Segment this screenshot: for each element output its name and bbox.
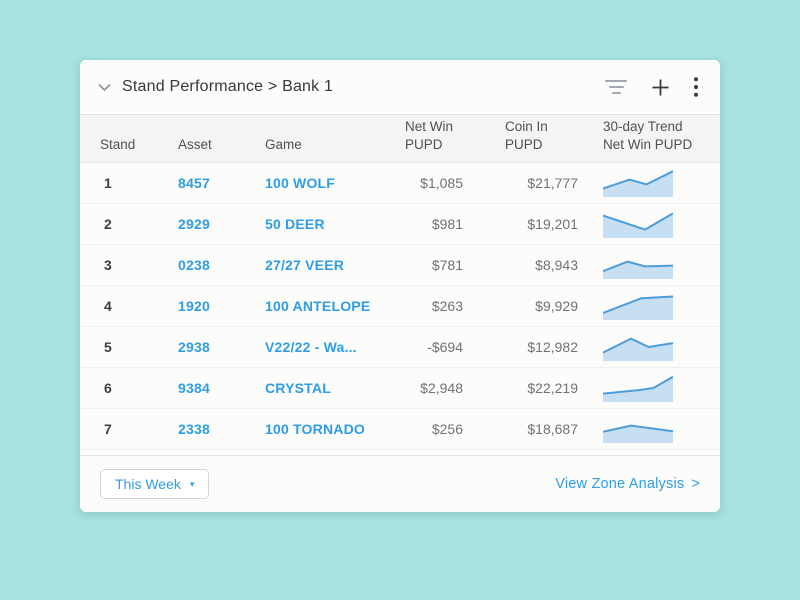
stand-cell: 5	[104, 339, 112, 355]
net-win-cell: -$694	[427, 339, 463, 355]
column-header-game: Game	[265, 137, 302, 152]
column-header-trend: 30-day Trend Net Win PUPD	[603, 119, 693, 152]
add-icon[interactable]	[651, 78, 670, 97]
trend-sparkline	[603, 260, 673, 279]
net-win-cell: $981	[431, 216, 463, 232]
table-row: 2 2929 50 DEER $981 $19,201	[80, 204, 720, 245]
column-header-stand: Stand	[100, 137, 136, 152]
asset-link[interactable]: 8457	[178, 175, 210, 191]
game-link[interactable]: V22/22 - Wa...	[265, 339, 357, 355]
net-win-cell: $263	[431, 298, 463, 314]
column-header-coin-in-pupd: Coin In PUPD	[505, 119, 548, 152]
table-header-row: Stand Asset Game Net Win PUPD Coin In PU…	[80, 115, 720, 163]
game-link[interactable]: 27/27 VEER	[265, 257, 345, 273]
net-win-cell: $256	[431, 421, 463, 437]
column-header-asset: Asset	[178, 137, 212, 152]
net-win-cell: $781	[431, 257, 463, 273]
stand-cell: 2	[104, 216, 112, 232]
caret-down-icon: ▾	[189, 478, 195, 489]
period-label: This Week	[115, 476, 181, 492]
kebab-menu-icon[interactable]	[694, 77, 698, 97]
coin-in-cell: $8,943	[535, 257, 578, 273]
stand-cell: 1	[104, 175, 112, 191]
asset-link[interactable]: 9384	[178, 380, 210, 396]
header-actions	[605, 77, 698, 97]
game-link[interactable]: 100 ANTELOPE	[265, 298, 371, 314]
table-row: 6 9384 CRYSTAL $2,948 $22,219	[80, 368, 720, 409]
stand-cell: 6	[104, 380, 112, 396]
view-zone-analysis-link[interactable]: View Zone Analysis >	[555, 476, 700, 492]
net-win-cell: $2,948	[420, 380, 463, 396]
table-row: 5 2938 V22/22 - Wa... -$694 $12,982	[80, 327, 720, 368]
trend-sparkline	[603, 170, 673, 197]
asset-link[interactable]: 2338	[178, 421, 210, 437]
stand-cell: 3	[104, 257, 112, 273]
filter-icon[interactable]	[605, 80, 627, 94]
table-row: 7 2338 100 TORNADO $256 $18,687	[80, 409, 720, 450]
page-title: Stand Performance > Bank 1	[122, 78, 334, 95]
coin-in-cell: $18,687	[527, 421, 578, 437]
stand-performance-card: Stand Performance > Bank 1 Stand Asset G…	[80, 60, 720, 512]
trend-sparkline	[603, 424, 673, 443]
trend-sparkline	[603, 375, 673, 402]
coin-in-cell: $9,929	[535, 298, 578, 314]
trend-sparkline	[603, 212, 673, 238]
column-header-net-win-pupd: Net Win PUPD	[405, 119, 454, 152]
trend-sparkline	[603, 337, 673, 361]
arrow-right-icon: >	[691, 476, 700, 492]
game-link[interactable]: 100 TORNADO	[265, 421, 365, 437]
coin-in-cell: $19,201	[527, 216, 578, 232]
coin-in-cell: $22,219	[527, 380, 578, 396]
game-link[interactable]: 50 DEER	[265, 216, 325, 232]
table-row: 4 1920 100 ANTELOPE $263 $9,929	[80, 286, 720, 327]
chevron-down-icon[interactable]	[98, 83, 111, 92]
game-link[interactable]: CRYSTAL	[265, 380, 331, 396]
asset-link[interactable]: 2929	[178, 216, 210, 232]
stand-cell: 7	[104, 421, 112, 437]
stand-cell: 4	[104, 298, 112, 314]
asset-link[interactable]: 1920	[178, 298, 210, 314]
period-selector-button[interactable]: This Week ▾	[100, 469, 210, 499]
coin-in-cell: $12,982	[527, 339, 578, 355]
table-body: 1 8457 100 WOLF $1,085 $21,777 2 2929 50…	[80, 163, 720, 450]
coin-in-cell: $21,777	[527, 175, 578, 191]
table-row: 1 8457 100 WOLF $1,085 $21,777	[80, 163, 720, 204]
asset-link[interactable]: 0238	[178, 257, 210, 273]
card-header: Stand Performance > Bank 1	[80, 60, 720, 115]
game-link[interactable]: 100 WOLF	[265, 175, 336, 191]
card-footer: This Week ▾ View Zone Analysis >	[80, 455, 720, 512]
trend-sparkline	[603, 295, 673, 320]
net-win-cell: $1,085	[420, 175, 463, 191]
table-row: 3 0238 27/27 VEER $781 $8,943	[80, 245, 720, 286]
asset-link[interactable]: 2938	[178, 339, 210, 355]
